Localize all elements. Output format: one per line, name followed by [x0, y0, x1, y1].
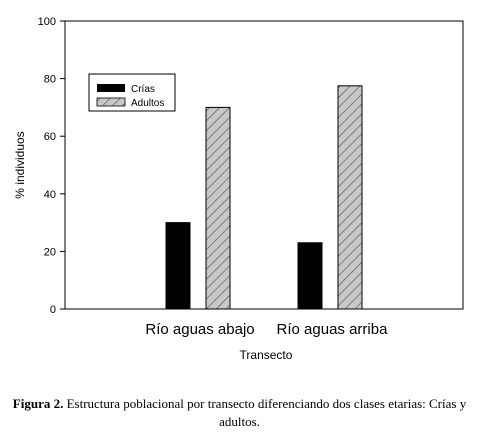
bar-crias-0	[165, 222, 191, 310]
x-category-label: Río aguas arriba	[277, 321, 389, 338]
bar-adultos-0	[205, 106, 231, 310]
y-tick-label: 100	[38, 16, 56, 28]
bar-crias-1	[297, 242, 323, 310]
legend-label-adultos: Adultos	[131, 98, 164, 109]
y-tick-label: 0	[50, 304, 56, 316]
y-tick-label: 20	[44, 246, 56, 258]
x-axis-title: Transecto	[240, 348, 293, 362]
legend: Crías Adultos	[88, 73, 176, 112]
legend-swatch-crias	[97, 84, 125, 92]
y-tick-label: 60	[44, 131, 56, 143]
y-axis-title: % individuos	[13, 131, 27, 198]
bar-chart: 0 20 40 60 80 100 Río aguas abajo Río aguas ar…	[13, 16, 464, 362]
caption-text: Estructura poblacional por transecto dif…	[63, 396, 467, 429]
legend-label-crias: Crías	[131, 84, 155, 95]
x-category-label: Río aguas abajo	[145, 321, 254, 338]
bar-adultos-1	[337, 85, 363, 310]
caption-prefix: Figura 2.	[12, 396, 64, 411]
figure-caption: Figura 2. Estructura poblacional por tra…	[0, 395, 479, 431]
y-tick-label: 80	[44, 74, 56, 86]
y-tick-label: 40	[44, 189, 56, 201]
plot-frame	[64, 20, 464, 310]
legend-swatch-adultos	[96, 97, 126, 107]
